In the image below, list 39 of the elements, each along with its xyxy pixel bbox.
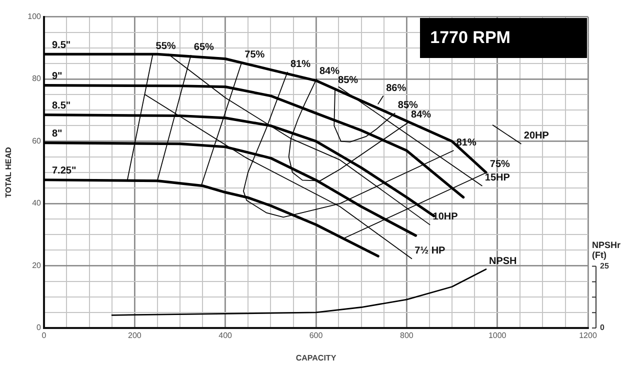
- x-tick-label: 400: [218, 331, 233, 340]
- y-tick-label: 60: [32, 136, 42, 146]
- y-tick-label: 100: [28, 12, 42, 22]
- y2-tick-label: 0: [600, 323, 605, 332]
- y-tick-label: 80: [32, 74, 42, 84]
- y-tick-label: 40: [32, 198, 42, 208]
- x-tick-label: 200: [128, 331, 142, 340]
- annotation: 84%: [411, 109, 432, 120]
- annotation: 81%: [290, 58, 311, 70]
- x-tick-label: 800: [400, 331, 414, 340]
- label-box: 1770 RPM: [420, 18, 587, 58]
- x-tick-label: 600: [309, 331, 324, 340]
- annotation: 86%: [386, 82, 406, 94]
- y-axis-title: TOTAL HEAD: [4, 146, 14, 198]
- series-label: 7.25": [52, 166, 76, 177]
- x-tick-label: 1200: [579, 331, 598, 340]
- annotation: 75%: [244, 49, 265, 60]
- y-tick-label: 0: [36, 323, 42, 332]
- y-tick-label: 20: [32, 260, 42, 270]
- annotation: NPSH: [489, 256, 517, 267]
- annotation: 20HP: [524, 130, 550, 142]
- x-tick-label: 1000: [488, 331, 507, 340]
- x-axis-title: CAPACITY: [296, 353, 337, 362]
- annotation: 65%: [194, 42, 214, 54]
- series-label: 8.5": [52, 100, 71, 112]
- series-label: 9.5": [52, 40, 71, 51]
- annotation: 85%: [338, 75, 358, 86]
- annotation: 75%: [490, 159, 510, 170]
- series-label: 8": [52, 128, 63, 140]
- annotation: 81%: [456, 137, 476, 148]
- annotation: 84%: [319, 66, 340, 77]
- annotation: 15HP: [484, 172, 510, 184]
- annotation: 7½ HP: [414, 245, 446, 256]
- annotation: 85%: [398, 100, 418, 112]
- y2-axis-title: NPSHr (Ft): [592, 240, 622, 260]
- annotation: 10HP: [432, 211, 458, 222]
- annotation: 55%: [156, 40, 176, 52]
- y2-tick-label: 25: [600, 261, 610, 270]
- series-label: 9": [52, 71, 63, 82]
